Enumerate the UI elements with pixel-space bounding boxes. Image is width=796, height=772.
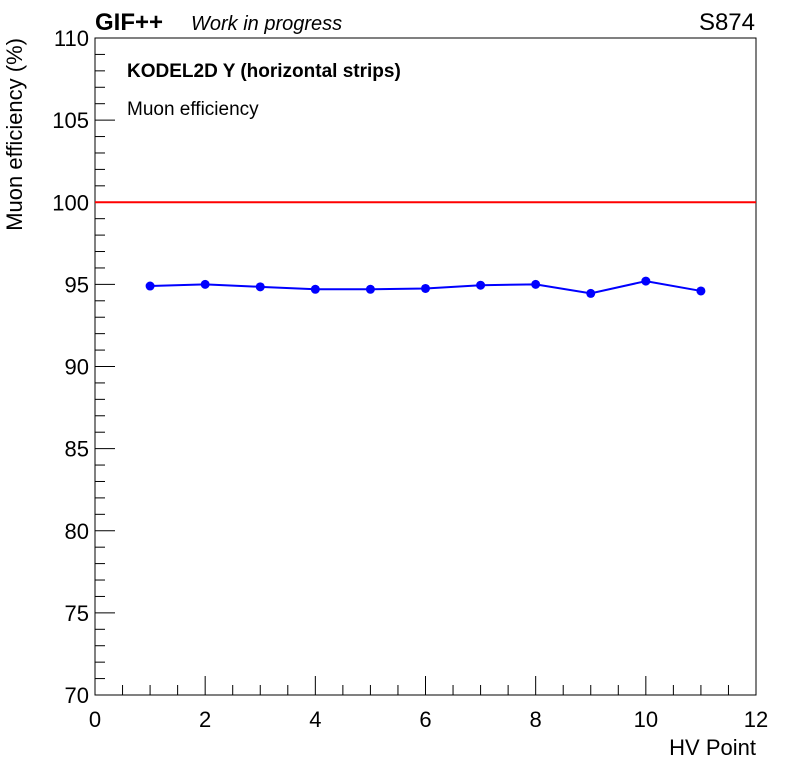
series-points (145, 276, 706, 298)
data-point (586, 288, 596, 298)
axis-ticks (94, 37, 757, 696)
x-tick-label: 4 (309, 707, 321, 732)
y-tick-label: 95 (65, 272, 89, 297)
x-tick-label: 10 (634, 707, 658, 732)
data-point (200, 279, 210, 289)
status-label: Work in progress (191, 13, 342, 35)
y-axis-title: Muon efficiency (%) (2, 38, 27, 231)
data-point (145, 281, 155, 291)
y-tick-label: 80 (65, 519, 89, 544)
data-point (696, 286, 706, 296)
plot-labels: KODEL2D Y (horizontal strips) Muon effic… (127, 61, 401, 120)
data-point (365, 284, 375, 294)
data-point (531, 279, 541, 289)
data-point (421, 283, 430, 293)
y-tick-labels: 70 75 80 85 90 95 100 105 110 (52, 26, 89, 708)
plot-frame (94, 37, 757, 696)
x-tick-label: 0 (89, 707, 101, 732)
experiment-label: GIF++ (95, 9, 163, 36)
data-point (310, 284, 320, 294)
x-tick-labels: 0 2 4 6 8 10 12 (89, 707, 768, 732)
x-axis-title: HV Point (669, 735, 756, 760)
x-tick-label: 2 (199, 707, 211, 732)
y-tick-label: 75 (65, 601, 89, 626)
x-tick-label: 6 (419, 707, 431, 732)
x-tick-label: 12 (744, 707, 768, 732)
header: GIF++ Work in progress S874 (95, 9, 755, 36)
data-point (255, 282, 265, 292)
quantity-label: Muon efficiency (127, 99, 259, 120)
data-point (641, 276, 651, 286)
x-tick-label: 8 (530, 707, 542, 732)
y-tick-label: 105 (52, 108, 89, 133)
run-id-label: S874 (699, 9, 755, 36)
detector-label: KODEL2D Y (horizontal strips) (127, 61, 401, 82)
data-point (476, 280, 486, 290)
y-tick-label: 100 (52, 190, 89, 215)
y-tick-label: 110 (54, 26, 89, 51)
y-tick-label: 90 (65, 355, 89, 380)
y-tick-label: 70 (65, 683, 89, 708)
y-tick-label: 85 (65, 437, 89, 462)
